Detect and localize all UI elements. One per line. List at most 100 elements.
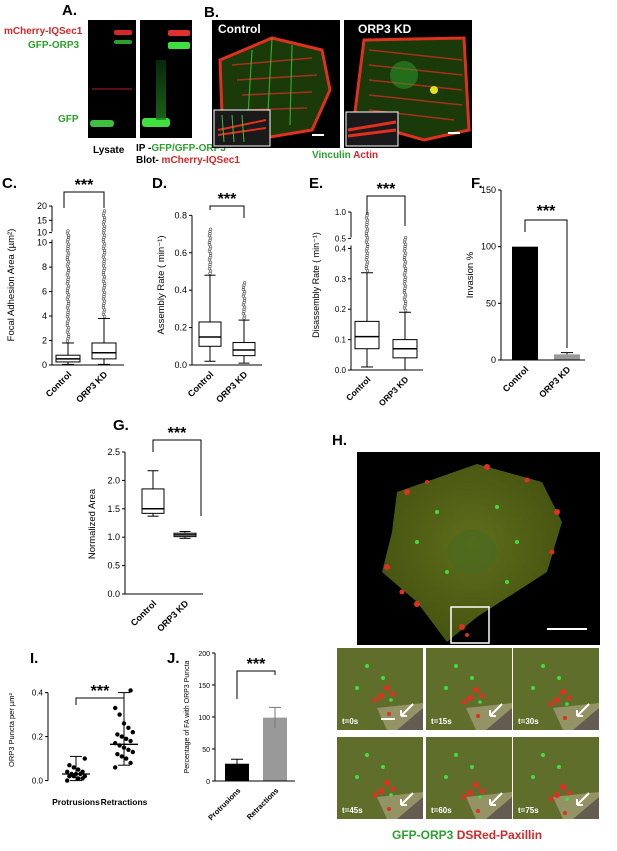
panel-label-c: C.: [2, 175, 17, 192]
outlier-point: [403, 269, 408, 273]
box: [354, 320, 380, 350]
significance-stars: ***: [377, 181, 396, 198]
outlier-point: [102, 229, 106, 233]
y-tick-label: 0.4: [32, 689, 44, 698]
timepoint-label: t=60s: [431, 806, 452, 815]
time-lapse-frame: t=45s: [337, 737, 423, 819]
outlier-point: [365, 211, 370, 216]
panel-label-e: E.: [309, 175, 323, 192]
outlier-point: [102, 251, 107, 255]
outlier-point: [403, 236, 408, 240]
y-tick-label: 50: [202, 747, 210, 754]
y-axis-label: Normalized Area: [87, 488, 98, 559]
panel-label-h: H.: [332, 432, 347, 449]
data-point: [115, 752, 120, 757]
box: [141, 488, 165, 514]
frame-image: [426, 648, 512, 730]
frame-image: [513, 648, 599, 730]
y-tick-label: 0.0: [107, 589, 120, 599]
data-point: [124, 756, 129, 761]
y-axis-label: Percentage of FA with ORP3 Puncta: [184, 660, 191, 773]
micrograph-h-main: [357, 452, 600, 645]
outlier-point: [66, 279, 70, 284]
y-tick-label: 0.2: [335, 305, 347, 314]
y-axis-label: Disassembly Rate ( min⁻¹): [311, 232, 321, 338]
data-point: [119, 734, 125, 739]
data-point: [71, 765, 77, 770]
bar: [225, 763, 249, 781]
outlier-point: [364, 266, 369, 271]
stain-actin: Actin: [353, 150, 379, 161]
outlier-point: [66, 229, 70, 233]
outlier-point: [242, 298, 247, 303]
x-tick-label: Control: [186, 369, 216, 399]
time-lapse-frame: t=60s: [426, 737, 512, 819]
data-point: [67, 763, 72, 768]
outlier-point: [207, 243, 212, 247]
y-tick-label: 2.5: [107, 447, 120, 457]
y-tick-label: 0.1: [335, 336, 347, 345]
data-point: [130, 730, 135, 735]
blot-ip: [140, 20, 192, 138]
x-tick-label: Control: [501, 364, 531, 394]
y-tick-label: 10: [37, 238, 47, 248]
label-control: Control: [218, 22, 261, 36]
significance-stars: ***: [168, 425, 187, 442]
y-tick-label: 100: [198, 715, 210, 722]
y-tick-label: 150: [481, 185, 496, 195]
time-lapse-frame: t=0s: [337, 648, 423, 730]
x-tick-label: Protrusions: [52, 797, 100, 807]
data-point: [124, 736, 129, 741]
chart-invasion: F. 0 50 100 150 Invasion % Control ORP3 KD ***: [465, 175, 585, 400]
outlier-point: [65, 290, 69, 295]
bar: [263, 717, 287, 781]
y-tick-label: 0: [206, 779, 210, 786]
x-tick-label: Control: [344, 374, 372, 402]
data-point: [117, 712, 122, 717]
data-point: [128, 688, 133, 693]
panel-label-b: B.: [204, 4, 219, 21]
chart-normalized-area: G. 0.0 0.5 1.0 1.5 2.0 2.5 Normalized Area Contr…: [87, 417, 203, 634]
outlier-point: [66, 268, 71, 273]
data-point: [119, 754, 125, 759]
band-label-gfp: GFP: [58, 114, 79, 125]
chart-assembly-rate: D. 0.0 0.2 0.4 0.6 0.8 Assembly Rate ( min⁻¹) C…: [152, 175, 262, 405]
y-tick-label: 1.5: [107, 504, 120, 514]
data-point: [76, 767, 81, 772]
outlier-point: [66, 312, 70, 317]
lane-label-lysate: Lysate: [93, 145, 125, 156]
data-point: [65, 769, 70, 774]
data-point: [82, 756, 88, 761]
bar: [512, 246, 538, 360]
outlier-point: [403, 247, 407, 251]
outlier-point: [402, 291, 406, 295]
outlier-point: [242, 309, 246, 314]
data-point: [115, 732, 120, 737]
ip-prefix: IP -: [136, 143, 152, 154]
panel-label-a: A.: [62, 2, 77, 19]
x-tick-label: ORP3 KD: [74, 369, 110, 405]
micrograph-orp3-kd: ORP3 KD: [344, 20, 472, 148]
y-tick-label: 0.5: [107, 561, 120, 571]
significance-stars: ***: [91, 683, 110, 700]
y-axis-label: ORP3 Puncta per µm²: [7, 693, 16, 767]
data-point: [113, 765, 118, 770]
chart-disassembly-rate: E. 0.0 0.1 0.2 0.3 0.40.5 1.0 Disassembly Rate …: [309, 175, 423, 408]
blot-target: mCherry-IQSec1: [161, 155, 240, 166]
outlier-point: [208, 227, 213, 231]
y-axis-label: Invasion %: [465, 251, 476, 298]
y-tick-label: 8: [42, 262, 47, 272]
panel-label-j: J.: [167, 650, 180, 667]
significance-stars: ***: [75, 177, 94, 194]
panel-label-i: I.: [30, 650, 38, 667]
chart-orp3-puncta: I. 0.0 0.2 0.4 ORP3 Puncta per µm² Protrusion…: [7, 650, 148, 807]
y-tick-label: 200: [198, 651, 210, 658]
significance-bracket: [75, 697, 125, 708]
outlier-point: [66, 246, 70, 251]
y-tick-label: 150: [198, 683, 210, 690]
timepoint-label: t=15s: [431, 717, 452, 726]
data-point: [130, 749, 135, 755]
outlier-point: [403, 302, 408, 306]
y-tick-label: 0.6: [174, 248, 187, 258]
outlier-point: [101, 240, 105, 244]
